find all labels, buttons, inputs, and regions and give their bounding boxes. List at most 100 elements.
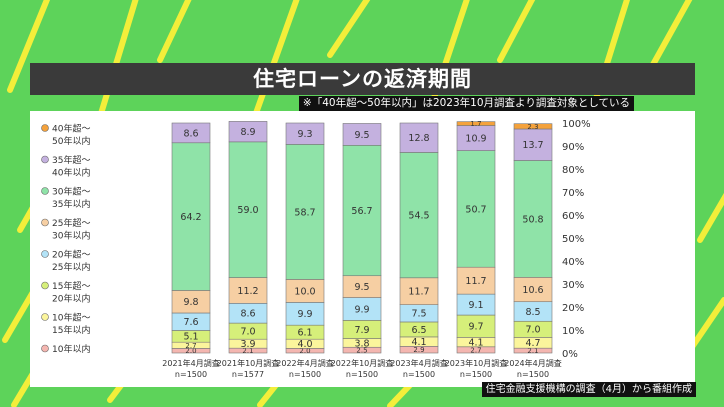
legend-label-line2: 25年以内	[52, 261, 90, 273]
legend-swatch	[41, 344, 49, 353]
title-bar: 住宅ローンの返済期間	[30, 63, 695, 95]
y-tick-label: 0%	[562, 349, 578, 360]
bar-value-label: 2.5	[356, 347, 367, 355]
bar-segment	[228, 277, 268, 304]
bar-value-label: 9.7	[468, 322, 483, 333]
bar-segment	[342, 145, 382, 277]
bg-stripe-0	[7, 0, 51, 93]
bar-segment	[513, 123, 553, 130]
bg-stripe-3	[247, 0, 300, 133]
bar-value-label: 54.5	[408, 211, 429, 222]
legend-label: 25年超～	[52, 217, 90, 229]
bar-segment	[456, 125, 496, 151]
y-tick-label: 40%	[562, 257, 584, 268]
bar-value-label: 10.6	[522, 285, 543, 296]
chart-title: 住宅ローンの返済期間	[253, 67, 472, 91]
bar-value-label: 50.8	[522, 214, 543, 225]
bar-value-label: 8.6	[183, 128, 198, 139]
bg-stripe-13	[687, 297, 724, 353]
legend-label: 15年超～	[52, 280, 90, 292]
legend-label-line2: 30年以内	[52, 230, 90, 242]
legend-label-line2: 35年以内	[52, 198, 90, 210]
bar-value-label: 2.7	[470, 346, 481, 354]
legend-swatch	[41, 155, 49, 164]
bar-value-label: 2.0	[185, 347, 196, 355]
legend-swatch	[41, 313, 49, 321]
stacked-bar-chart: 0%10%20%30%40%50%60%70%80%90%100%2.02.75…	[41, 119, 591, 379]
bar-value-label: 4.0	[297, 339, 312, 350]
bar-value-label: 9.9	[297, 309, 312, 320]
bar-value-label: 9.5	[354, 130, 369, 141]
y-tick-label: 70%	[562, 188, 584, 199]
bar-value-label: 50.7	[465, 204, 486, 215]
bar-value-label: 2.9	[413, 346, 424, 354]
legend-label-line2: 15年以内	[52, 324, 90, 336]
bar-value-label: 9.3	[297, 129, 312, 140]
legend-swatch	[41, 124, 49, 132]
y-tick-label: 80%	[562, 165, 584, 176]
bar-segment	[513, 160, 553, 278]
y-tick-label: 10%	[562, 326, 584, 337]
bar-value-label: 3.9	[240, 339, 255, 350]
bar-value-label: 9.1	[468, 300, 483, 311]
legend-label: 10年超～	[52, 312, 90, 324]
bar-segment	[399, 152, 439, 279]
bar-value-label: 56.7	[351, 206, 372, 217]
bar-segment	[171, 142, 211, 291]
legend-label: 35年超～	[52, 154, 90, 166]
bar-value-label: 4.1	[411, 337, 426, 348]
bar-value-label: 64.2	[180, 212, 201, 223]
bar-value-label: 12.8	[408, 133, 429, 144]
x-tick-sample-size: n=1500	[175, 370, 207, 379]
bar-value-label: 7.0	[240, 327, 255, 338]
bar-value-label: 2.1	[527, 347, 538, 355]
bar-value-label: 7.6	[183, 317, 198, 328]
chart-panel: 0% 10% 20% 30% 40% 50% 60% 70% 80% 90% 100% 2.0 2.7 5…	[30, 111, 695, 387]
bar-segment	[513, 277, 553, 303]
bar-value-label: 9.5	[354, 282, 369, 293]
bar-value-label: 13.7	[522, 140, 543, 151]
bar-value-label: 8.5	[525, 307, 540, 318]
legend-label-line2: 20年以内	[52, 293, 90, 305]
legend-swatch	[41, 187, 49, 195]
bar-value-label: 11.2	[237, 286, 258, 297]
bar-segment	[285, 144, 325, 280]
x-tick-sample-size: n=1500	[517, 370, 549, 379]
bar-value-label: 2.7	[185, 342, 196, 350]
legend-label-line2: 40年以内	[52, 167, 90, 179]
x-tick-label: 2022年4月調査	[276, 358, 333, 368]
x-tick-label: 2022年10月調査	[331, 358, 394, 368]
bar-value-label: 8.9	[240, 127, 255, 138]
x-tick-sample-size: n=1577	[232, 370, 264, 379]
legend-label: 20年超～	[52, 249, 90, 261]
bar-value-label: 9.8	[183, 297, 198, 308]
bar-segment	[228, 121, 268, 143]
legend-swatch	[41, 250, 49, 258]
bar-value-label: 11.7	[465, 276, 486, 287]
bar-segment	[342, 123, 382, 146]
bar-value-label: 2.1	[242, 347, 253, 355]
bar-value-label: 2.0	[299, 347, 310, 355]
y-tick-label: 50%	[562, 234, 584, 245]
bar-value-label: 10.0	[294, 286, 315, 297]
bar-value-label: 5.1	[183, 332, 198, 343]
legend-label-line2: 50年以内	[52, 135, 90, 147]
bar-segment	[513, 128, 553, 161]
legend-label: 30年超～	[52, 186, 90, 198]
y-tick-label: 30%	[562, 280, 584, 291]
x-tick-label: 2021年4月調査	[162, 358, 219, 368]
x-tick-sample-size: n=1500	[346, 370, 378, 379]
bg-stripe-2	[157, 0, 192, 63]
x-tick-sample-size: n=1500	[289, 370, 321, 379]
bar-segment	[399, 277, 439, 305]
bar-value-label: 58.7	[294, 207, 315, 218]
bg-stripe-6	[497, 0, 536, 63]
bar-value-label: 4.1	[468, 337, 483, 348]
bar-value-label: 10.9	[465, 133, 486, 144]
bar-value-label: 3.8	[354, 338, 369, 349]
source-caption: 住宅金融支援機構の調査（4月）から番組作成	[481, 382, 696, 397]
bar-segment	[171, 122, 211, 144]
bar-value-label: 7.0	[525, 325, 540, 336]
legend-label: 40年超～	[52, 123, 90, 135]
x-tick-label: 2023年4月調査	[390, 358, 447, 368]
